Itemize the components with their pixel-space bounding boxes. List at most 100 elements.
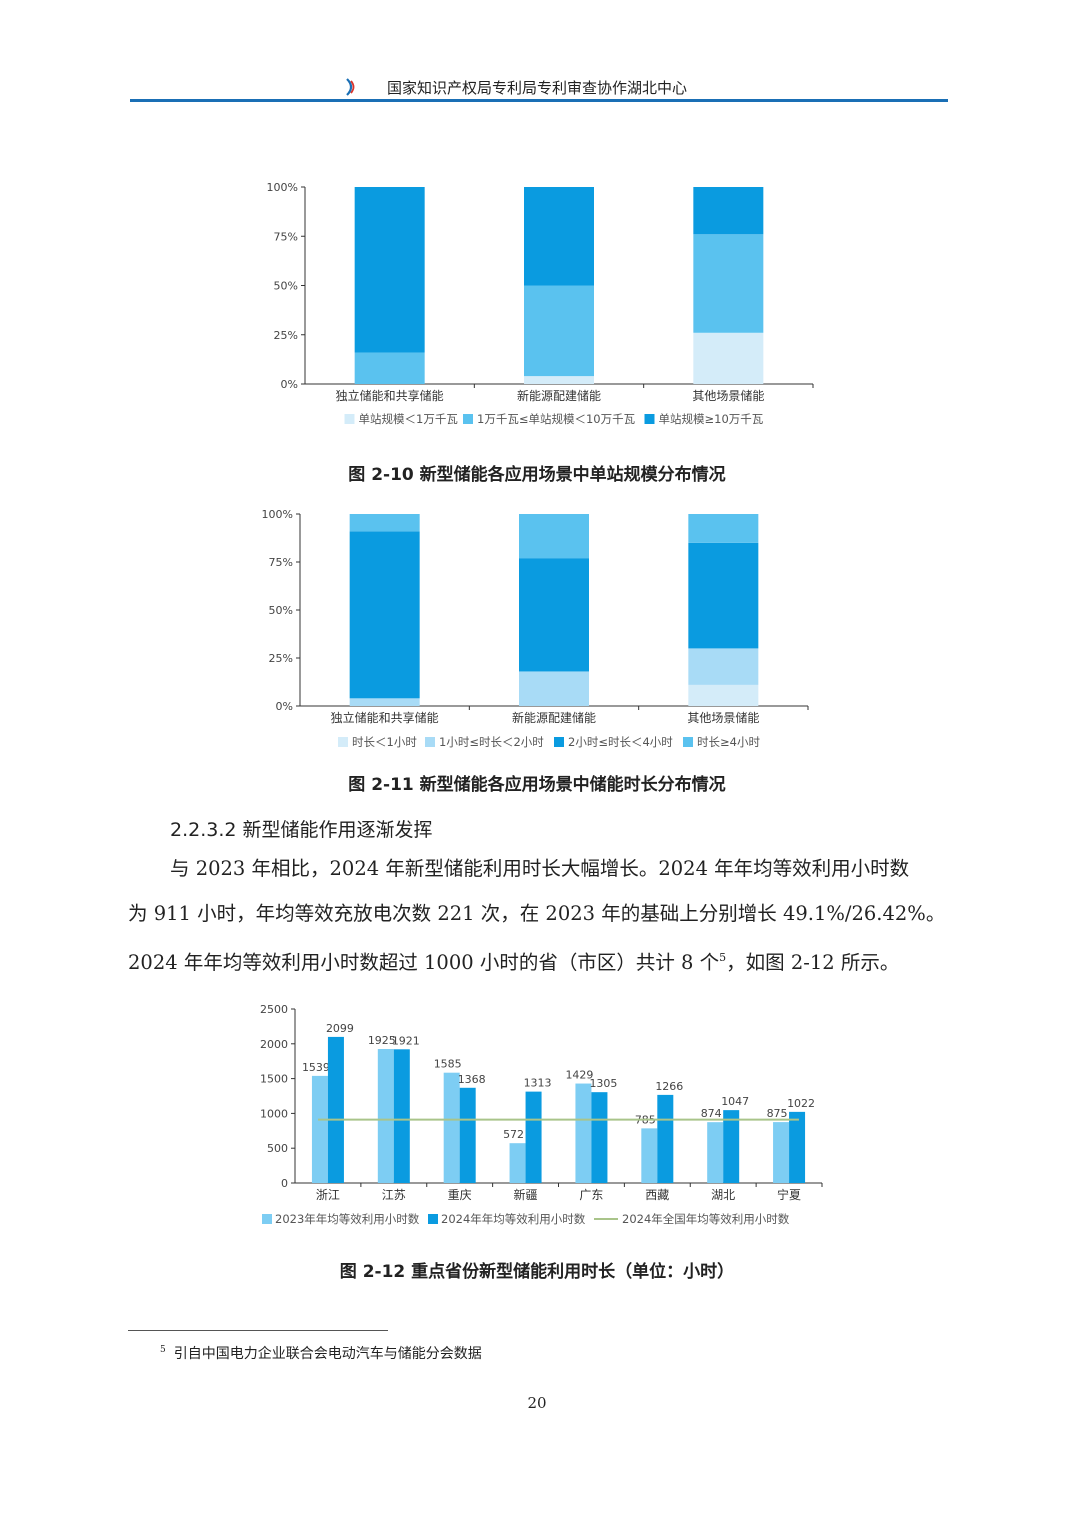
y-tick-label: 0% (281, 378, 298, 391)
legend-swatch (425, 737, 435, 747)
bar-segment (693, 333, 763, 384)
bar (444, 1073, 460, 1183)
bar-segment (350, 531, 420, 698)
y-tick-label: 100% (267, 181, 298, 194)
bar-segment (688, 648, 758, 684)
legend-label: 时长＜1小时 (352, 735, 417, 749)
paragraph-line-3-text: 2024 年年均等效利用小时数超过 1000 小时的省（市区）共计 8 个 (128, 951, 719, 974)
bar-segment (688, 685, 758, 706)
utilization-hours-chart: 0500100015002000250015392099浙江19251921江苏… (250, 998, 840, 1233)
y-tick-label: 50% (274, 280, 298, 293)
legend-swatch (262, 1214, 272, 1224)
legend-label: 1万千瓦≤单站规模＜10万千瓦 (477, 412, 635, 426)
bar (723, 1110, 739, 1183)
bar (378, 1049, 394, 1183)
category-label: 独立储能和共享储能 (336, 388, 444, 403)
bar-segment (519, 671, 589, 706)
bar-segment (524, 187, 594, 286)
footnote-marker: 5 (160, 1345, 166, 1355)
legend-swatch (428, 1214, 438, 1224)
category-label: 浙江 (316, 1188, 340, 1202)
paragraph-line-3: 2024 年年均等效利用小时数超过 1000 小时的省（市区）共计 8 个5，如… (128, 936, 948, 986)
data-label: 874 (701, 1107, 722, 1120)
data-label: 875 (767, 1107, 788, 1120)
y-tick-label: 1500 (260, 1073, 288, 1086)
data-label: 1305 (589, 1077, 617, 1090)
bar (641, 1128, 657, 1183)
y-tick-label: 50% (269, 604, 293, 617)
bar (460, 1088, 476, 1183)
legend-label: 2023年年均等效利用小时数 (275, 1212, 420, 1226)
legend-swatch (645, 414, 655, 424)
bar (394, 1049, 410, 1183)
category-label: 西藏 (645, 1188, 669, 1202)
scale-distribution-chart: 0%25%50%75%100%独立储能和共享储能新能源配建储能其他场景储能单站规… (255, 175, 825, 435)
header-divider (130, 99, 948, 102)
y-tick-label: 0 (281, 1177, 288, 1190)
y-tick-label: 25% (274, 329, 298, 342)
footnote-text: 引自中国电力企业联合会电动汽车与储能分会数据 (174, 1346, 482, 1362)
data-label: 2099 (326, 1022, 354, 1035)
y-tick-label: 25% (269, 652, 293, 665)
category-label: 宁夏 (777, 1187, 801, 1202)
y-tick-label: 75% (269, 556, 293, 569)
bar-segment (519, 514, 589, 558)
duration-distribution-chart: 0% 25% 50% 75% 100% 独立储能和共享储能 新能源配建储能 其他场景储能时长＜… (255, 503, 825, 758)
bar (773, 1122, 789, 1183)
paragraph-line-2: 为 911 小时，年均等效充放电次数 221 次，在 2023 年的基础上分别增… (128, 892, 948, 937)
footnote: 5 引自中国电力企业联合会电动汽车与储能分会数据 (160, 1343, 482, 1363)
category-label: 广东 (579, 1188, 603, 1202)
bar (789, 1112, 805, 1183)
figure-2-12-caption: 图 2-12 重点省份新型储能利用时长（单位：小时） (0, 1257, 1074, 1282)
bar-segment (688, 543, 758, 649)
bar (591, 1092, 607, 1183)
bar-segment (350, 698, 420, 706)
bar (657, 1095, 673, 1183)
data-label: 1022 (787, 1097, 815, 1110)
legend-label: 单站规模≥10万千瓦 (659, 412, 764, 426)
category-label: 其他场景储能 (687, 710, 759, 725)
y-tick-label: 75% (274, 230, 298, 243)
data-label: 1266 (655, 1080, 683, 1093)
y-tick-label: 1000 (260, 1107, 288, 1120)
data-label: 1921 (392, 1034, 420, 1047)
legend-label: 2024年全国年均等效利用小时数 (622, 1212, 790, 1226)
bar-segment (355, 352, 425, 384)
figure-2-10-caption: 图 2-10 新型储能各应用场景中单站规模分布情况 (0, 460, 1074, 485)
category-label: 江苏 (382, 1188, 406, 1202)
bar-segment (524, 286, 594, 377)
legend-label: 时长≥4小时 (697, 735, 760, 749)
legend-swatch (554, 737, 564, 747)
page-header-title: 国家知识产权局专利局专利审查协作湖北中心 (0, 77, 1074, 98)
legend-label: 2小时≤时长＜4小时 (568, 735, 673, 749)
bar-segment (688, 514, 758, 543)
bar (510, 1143, 526, 1183)
data-label: 1539 (302, 1061, 330, 1074)
figure-2-11-caption: 图 2-11 新型储能各应用场景中储能时长分布情况 (0, 770, 1074, 795)
bar (707, 1122, 723, 1183)
legend-label: 2024年年均等效利用小时数 (441, 1212, 586, 1226)
bar (575, 1084, 591, 1183)
paragraph-line-3-end: ，如图 2-12 所示。 (726, 951, 899, 974)
data-label: 1313 (524, 1077, 552, 1090)
y-tick-label: 0% (276, 700, 293, 713)
category-label: 重庆 (448, 1188, 472, 1202)
category-label: 新能源配建储能 (512, 710, 596, 725)
data-label: 1585 (434, 1058, 462, 1071)
bar (312, 1076, 328, 1183)
bar-segment (693, 234, 763, 333)
legend-swatch (338, 737, 348, 747)
y-tick-label: 2000 (260, 1038, 288, 1051)
section-heading: 2.2.3.2 新型储能作用逐渐发挥 (170, 815, 433, 842)
legend-label: 1小时≤时长＜2小时 (439, 735, 544, 749)
footnote-divider (128, 1330, 388, 1331)
bar-segment (524, 376, 594, 384)
bar (526, 1092, 542, 1183)
paragraph-line-1: 与 2023 年相比，2024 年新型储能利用时长大幅增长。2024 年年均等效… (128, 847, 948, 892)
data-label: 1047 (721, 1095, 749, 1108)
y-tick-label: 100% (262, 508, 293, 521)
bar (328, 1037, 344, 1183)
legend-swatch (463, 414, 473, 424)
category-label: 独立储能和共享储能 (331, 710, 439, 725)
category-label: 新疆 (514, 1187, 538, 1202)
